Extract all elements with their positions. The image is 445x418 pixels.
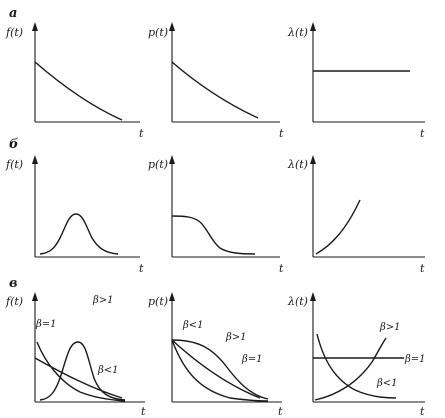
curve-beta-gt-1 [314, 337, 387, 401]
panel-c-p: p(t) t β<1 β>1 β=1 [148, 292, 283, 418]
panel-b-f: f(t) t [5, 155, 144, 275]
x-axis-label: t [420, 262, 425, 275]
x-axis-label: t [279, 127, 284, 140]
panel-c-lambda: λ(t) t β>1 β=1 β<1 [287, 292, 426, 418]
y-axis-arrow [169, 22, 175, 31]
x-axis-label: t [141, 405, 146, 418]
y-axis-label: λ(t) [287, 158, 308, 171]
curve-label: β=1 [404, 354, 426, 365]
curve-label: β<1 [97, 365, 119, 376]
curve-label: β>1 [379, 322, 401, 333]
y-axis-label: p(t) [148, 158, 168, 171]
curve-beta-gt-1 [39, 341, 126, 401]
panel-b-lambda: λ(t) t [287, 155, 425, 275]
x-axis-label: t [420, 405, 425, 418]
row-label-b: б [9, 137, 19, 152]
x-axis-label: t [139, 127, 144, 140]
y-axis-arrow [169, 292, 175, 301]
y-axis-label: p(t) [148, 295, 168, 308]
curve-label: β>1 [92, 295, 114, 306]
x-axis-label: t [279, 262, 284, 275]
curve-label: β<1 [182, 320, 204, 331]
y-axis-label: p(t) [148, 26, 168, 39]
panel-a-lambda: λ(t) t [287, 22, 425, 140]
x-axis-label: t [139, 262, 144, 275]
y-axis-label: f(t) [5, 295, 23, 308]
curve-label: β<1 [376, 378, 398, 389]
curve-label: β=1 [241, 354, 263, 365]
panel-a-f: f(t) t [5, 22, 144, 140]
curve-beta-lt-1 [171, 339, 269, 402]
curve-beta-lt-1 [36, 341, 126, 402]
y-axis-arrow [169, 155, 175, 164]
y-axis-label: λ(t) [287, 295, 308, 308]
y-axis-arrow [310, 292, 316, 301]
curve [315, 199, 361, 255]
curve [34, 61, 123, 121]
y-axis-label: λ(t) [287, 26, 308, 39]
y-axis-label: f(t) [5, 158, 23, 171]
row-label-a: а [9, 6, 17, 21]
x-axis-label: t [278, 405, 283, 418]
y-axis-arrow [32, 22, 38, 31]
curve-beta-gt-1 [171, 339, 269, 400]
curve [171, 61, 259, 119]
y-axis-arrow [32, 292, 38, 301]
curve-beta-lt-1 [316, 333, 397, 399]
y-axis-arrow [32, 155, 38, 164]
y-axis-arrow [310, 155, 316, 164]
y-axis-label: f(t) [5, 26, 23, 39]
curve-label: β=1 [35, 319, 57, 330]
row-label-c: в [9, 276, 18, 291]
curve-beta-eq-1 [34, 357, 123, 399]
x-axis-label: t [420, 127, 425, 140]
curve [39, 213, 119, 255]
y-axis-arrow [310, 22, 316, 31]
panel-c-f: f(t) t β=1 β>1 β<1 [5, 292, 146, 418]
curve [171, 215, 256, 255]
panel-b-p: p(t) t [148, 155, 284, 275]
curve-beta-eq-1 [171, 339, 261, 399]
curve-label: β>1 [225, 332, 247, 343]
panel-a-p: p(t) t [148, 22, 284, 140]
